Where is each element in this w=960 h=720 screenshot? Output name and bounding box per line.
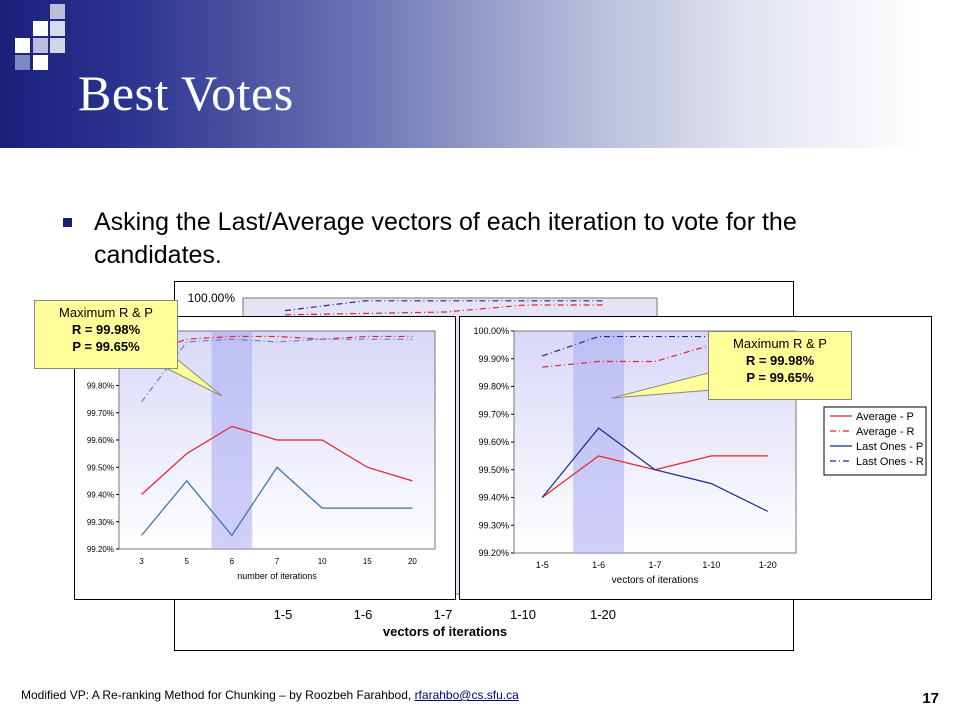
legend-label: Average - R <box>856 426 915 438</box>
y-tick-label: 99.80% <box>87 382 114 391</box>
x-tick-label: 15 <box>363 557 372 566</box>
x-tick-label: 1-6 <box>592 560 605 570</box>
bullet-text: Asking the Last/Average vectors of each … <box>94 208 797 269</box>
x-tick-label: 1-20 <box>759 560 777 570</box>
x-tick-label: 20 <box>408 557 417 566</box>
x-tick-label: 3 <box>139 557 144 566</box>
y-tick-label: 99.30% <box>87 518 114 527</box>
x-tick-label: 1-5 <box>274 607 293 622</box>
series-line <box>284 304 605 316</box>
series-line <box>141 335 413 357</box>
x-tick-label: 1-5 <box>536 560 549 570</box>
y-tick-label: 99.70% <box>478 409 509 419</box>
y-tick-label: 99.90% <box>478 354 509 364</box>
right-chart-panel: 99.20% 99.30% 99.40% 99.50% 99.60% 99.70% 99.8… <box>459 316 932 600</box>
callout-right: Maximum R & P R = 99.98% P = 99.65% <box>708 331 852 400</box>
y-tick-label: 99.60% <box>478 437 509 447</box>
x-tick-label: 1-7 <box>434 607 453 622</box>
y-tick-label: 99.30% <box>478 520 509 530</box>
series-line <box>141 338 413 403</box>
x-axis-label: vectors of iterations <box>612 575 699 586</box>
callout-precision: P = 99.65% <box>746 370 814 385</box>
highlight-band <box>211 331 253 549</box>
x-axis-label: number of iterations <box>237 571 317 581</box>
callout-recall: R = 99.98% <box>745 353 815 368</box>
x-tick-label: 1-10 <box>702 560 720 570</box>
title-banner <box>0 0 960 148</box>
series-line <box>284 300 605 312</box>
y-tick-label: 99.80% <box>478 382 509 392</box>
x-tick-label: 7 <box>275 557 280 566</box>
legend-label: Last Ones - P <box>856 441 923 453</box>
y-tick-label: 99.70% <box>87 409 114 418</box>
slide-title: Best Votes <box>78 65 294 121</box>
bullet-icon <box>63 218 72 227</box>
legend-label: Last Ones - R <box>856 456 924 468</box>
y-tick-label: 100.00% <box>188 291 236 305</box>
footer-email-link[interactable]: rfarahbo@cs.sfu.ca <box>414 688 519 702</box>
x-tick-label: 5 <box>184 557 189 566</box>
y-tick-label: 99.50% <box>87 463 114 472</box>
footer: Modified VP: A Re-ranking Method for Chu… <box>21 688 519 702</box>
series-line <box>542 344 768 368</box>
x-tick-label: 1-6 <box>354 607 373 622</box>
y-tick-label: 99.50% <box>478 465 509 475</box>
callout-left: Maximum R & P R = 99.98% P = 99.65% <box>34 300 178 369</box>
x-tick-label: 6 <box>230 557 235 566</box>
y-tick-label: 99.60% <box>87 436 114 445</box>
series-line <box>141 466 413 537</box>
legend-box <box>823 406 927 476</box>
y-tick-label: 99.20% <box>478 548 509 558</box>
x-tick-label: 1-10 <box>510 607 536 622</box>
highlight-band <box>573 331 624 553</box>
y-tick-label: 100.00% <box>473 326 509 336</box>
x-tick-label: 1-7 <box>648 560 661 570</box>
y-tick-label: 99.40% <box>478 493 509 503</box>
footer-text: Modified VP: A Re-ranking Method for Chu… <box>21 688 415 702</box>
right-chart: 99.20% 99.30% 99.40% 99.50% 99.60% 99.70% 99.8… <box>473 326 927 586</box>
x-tick-label: 10 <box>318 557 327 566</box>
callout-precision: P = 99.65% <box>72 339 140 354</box>
x-axis-label: vectors of iterations <box>383 624 507 639</box>
series-line <box>141 425 413 495</box>
series-line <box>541 427 769 512</box>
callout-title: Maximum R & P <box>733 336 827 351</box>
callout-title: Maximum R & P <box>59 305 153 320</box>
x-tick-label: 1-20 <box>590 607 616 622</box>
legend-label: Average - P <box>856 411 914 423</box>
callout-recall: R = 99.98% <box>71 322 141 337</box>
y-tick-label: 99.20% <box>87 545 114 554</box>
y-tick-label: 99.40% <box>87 491 114 500</box>
slide-number: 17 <box>922 690 939 707</box>
